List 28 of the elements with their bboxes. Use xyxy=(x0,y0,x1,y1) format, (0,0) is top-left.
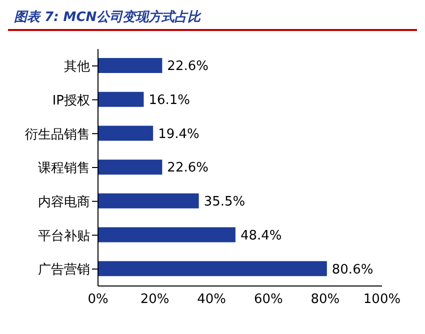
data-label: 80.6% xyxy=(332,262,374,278)
y-tick-label: 衍生品销售 xyxy=(25,127,90,142)
chart-title: 图表 7: MCN公司变现方式占比 xyxy=(8,8,417,31)
data-label: 16.1% xyxy=(148,92,190,108)
bar xyxy=(98,227,236,242)
bar xyxy=(98,193,199,208)
x-tick-label: 100% xyxy=(363,292,401,308)
data-label: 48.4% xyxy=(240,228,282,244)
data-label: 35.5% xyxy=(204,194,246,210)
data-label: 22.6% xyxy=(167,59,208,74)
bar xyxy=(98,126,154,141)
y-tick-label: 其他 xyxy=(64,60,90,75)
data-label: 22.6% xyxy=(167,160,208,176)
bar xyxy=(98,92,144,107)
bar xyxy=(98,58,162,73)
x-tick-label: 40% xyxy=(197,292,226,308)
bar xyxy=(98,261,327,276)
y-tick-label: 平台补贴 xyxy=(38,228,90,244)
data-label: 19.4% xyxy=(158,126,200,142)
x-tick-label: 60% xyxy=(254,292,283,308)
y-tick-label: 内容电商 xyxy=(38,194,90,210)
x-tick-label: 80% xyxy=(310,292,340,308)
x-tick-label: 20% xyxy=(140,292,170,308)
bar xyxy=(98,160,162,175)
y-tick-label: IP授权 xyxy=(52,93,90,108)
y-tick-label: 课程销售 xyxy=(38,161,90,176)
y-tick-label: 广告营销 xyxy=(38,262,90,278)
x-tick-label: 0% xyxy=(88,292,108,308)
